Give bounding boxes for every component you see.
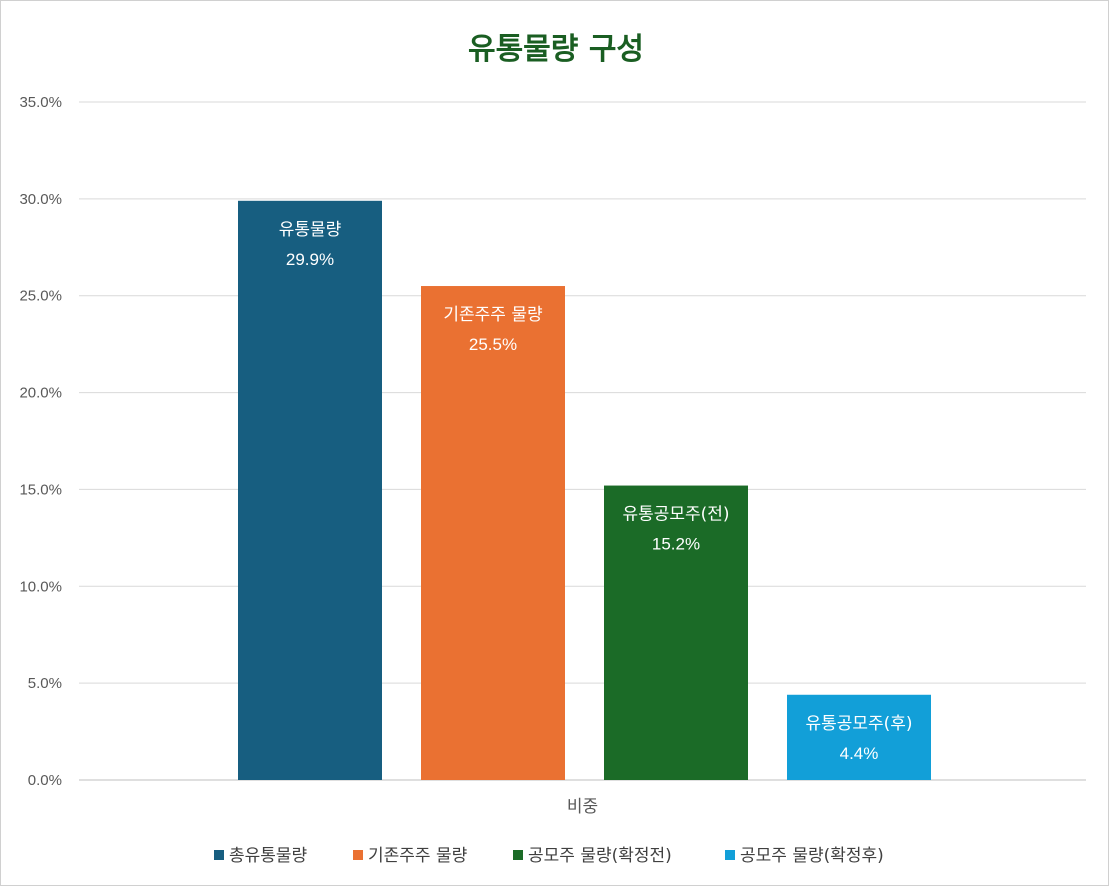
bar <box>604 485 748 780</box>
y-tick-label: 20.0% <box>19 385 62 402</box>
legend-item: 공모주 물량(확정후) <box>725 846 884 866</box>
legend-swatch <box>353 850 363 860</box>
gridlines <box>79 101 1086 781</box>
bars: 유통물량 29.9% 기존주주 물량 25.5% 유통공모주(전) 15.2% 유통공모주(… <box>238 200 931 780</box>
data-label-name: 유통공모주(전) <box>622 505 729 525</box>
data-label-name: 기존주주 물량 <box>443 305 543 325</box>
legend-label: 총유통물량 <box>229 846 308 866</box>
legend-item: 기존주주 물량 <box>353 846 468 866</box>
data-label-name: 유통공모주(후) <box>805 714 912 734</box>
legend-label: 공모주 물량(확정전) <box>528 846 672 866</box>
y-tick-label: 35.0% <box>19 94 62 111</box>
chart-title: 유통물량 구성 <box>468 32 644 67</box>
legend: 총유통물량 기존주주 물량 공모주 물량(확정전) 공모주 물량(확정후) <box>214 846 884 866</box>
legend-swatch <box>214 850 224 860</box>
data-label-value: 29.9% <box>286 250 334 269</box>
y-tick-label: 10.0% <box>19 578 62 595</box>
x-axis-categories: 비중 <box>567 797 598 817</box>
legend-label: 기존주주 물량 <box>368 846 468 866</box>
y-tick-label: 5.0% <box>28 675 62 692</box>
legend-label: 공모주 물량(확정후) <box>740 846 884 866</box>
y-tick-label: 15.0% <box>19 481 62 498</box>
y-tick-label: 25.0% <box>19 288 62 305</box>
data-label-value: 4.4% <box>840 744 879 763</box>
legend-item: 공모주 물량(확정전) <box>513 846 672 866</box>
legend-item: 총유통물량 <box>214 846 308 866</box>
legend-swatch <box>513 850 523 860</box>
legend-swatch <box>725 850 735 860</box>
y-tick-label: 30.0% <box>19 191 62 208</box>
data-label-value: 15.2% <box>652 535 700 554</box>
data-label-value: 25.5% <box>469 335 517 354</box>
bar <box>421 286 565 780</box>
y-axis-ticks: 0.0% 5.0% 10.0% 15.0% 20.0% 25.0% 30.0% 35.0% <box>19 94 62 789</box>
y-tick-label: 0.0% <box>28 772 62 789</box>
bar <box>238 200 382 780</box>
data-label-name: 유통물량 <box>279 220 342 240</box>
bar <box>787 694 931 780</box>
x-category-label: 비중 <box>567 797 598 817</box>
